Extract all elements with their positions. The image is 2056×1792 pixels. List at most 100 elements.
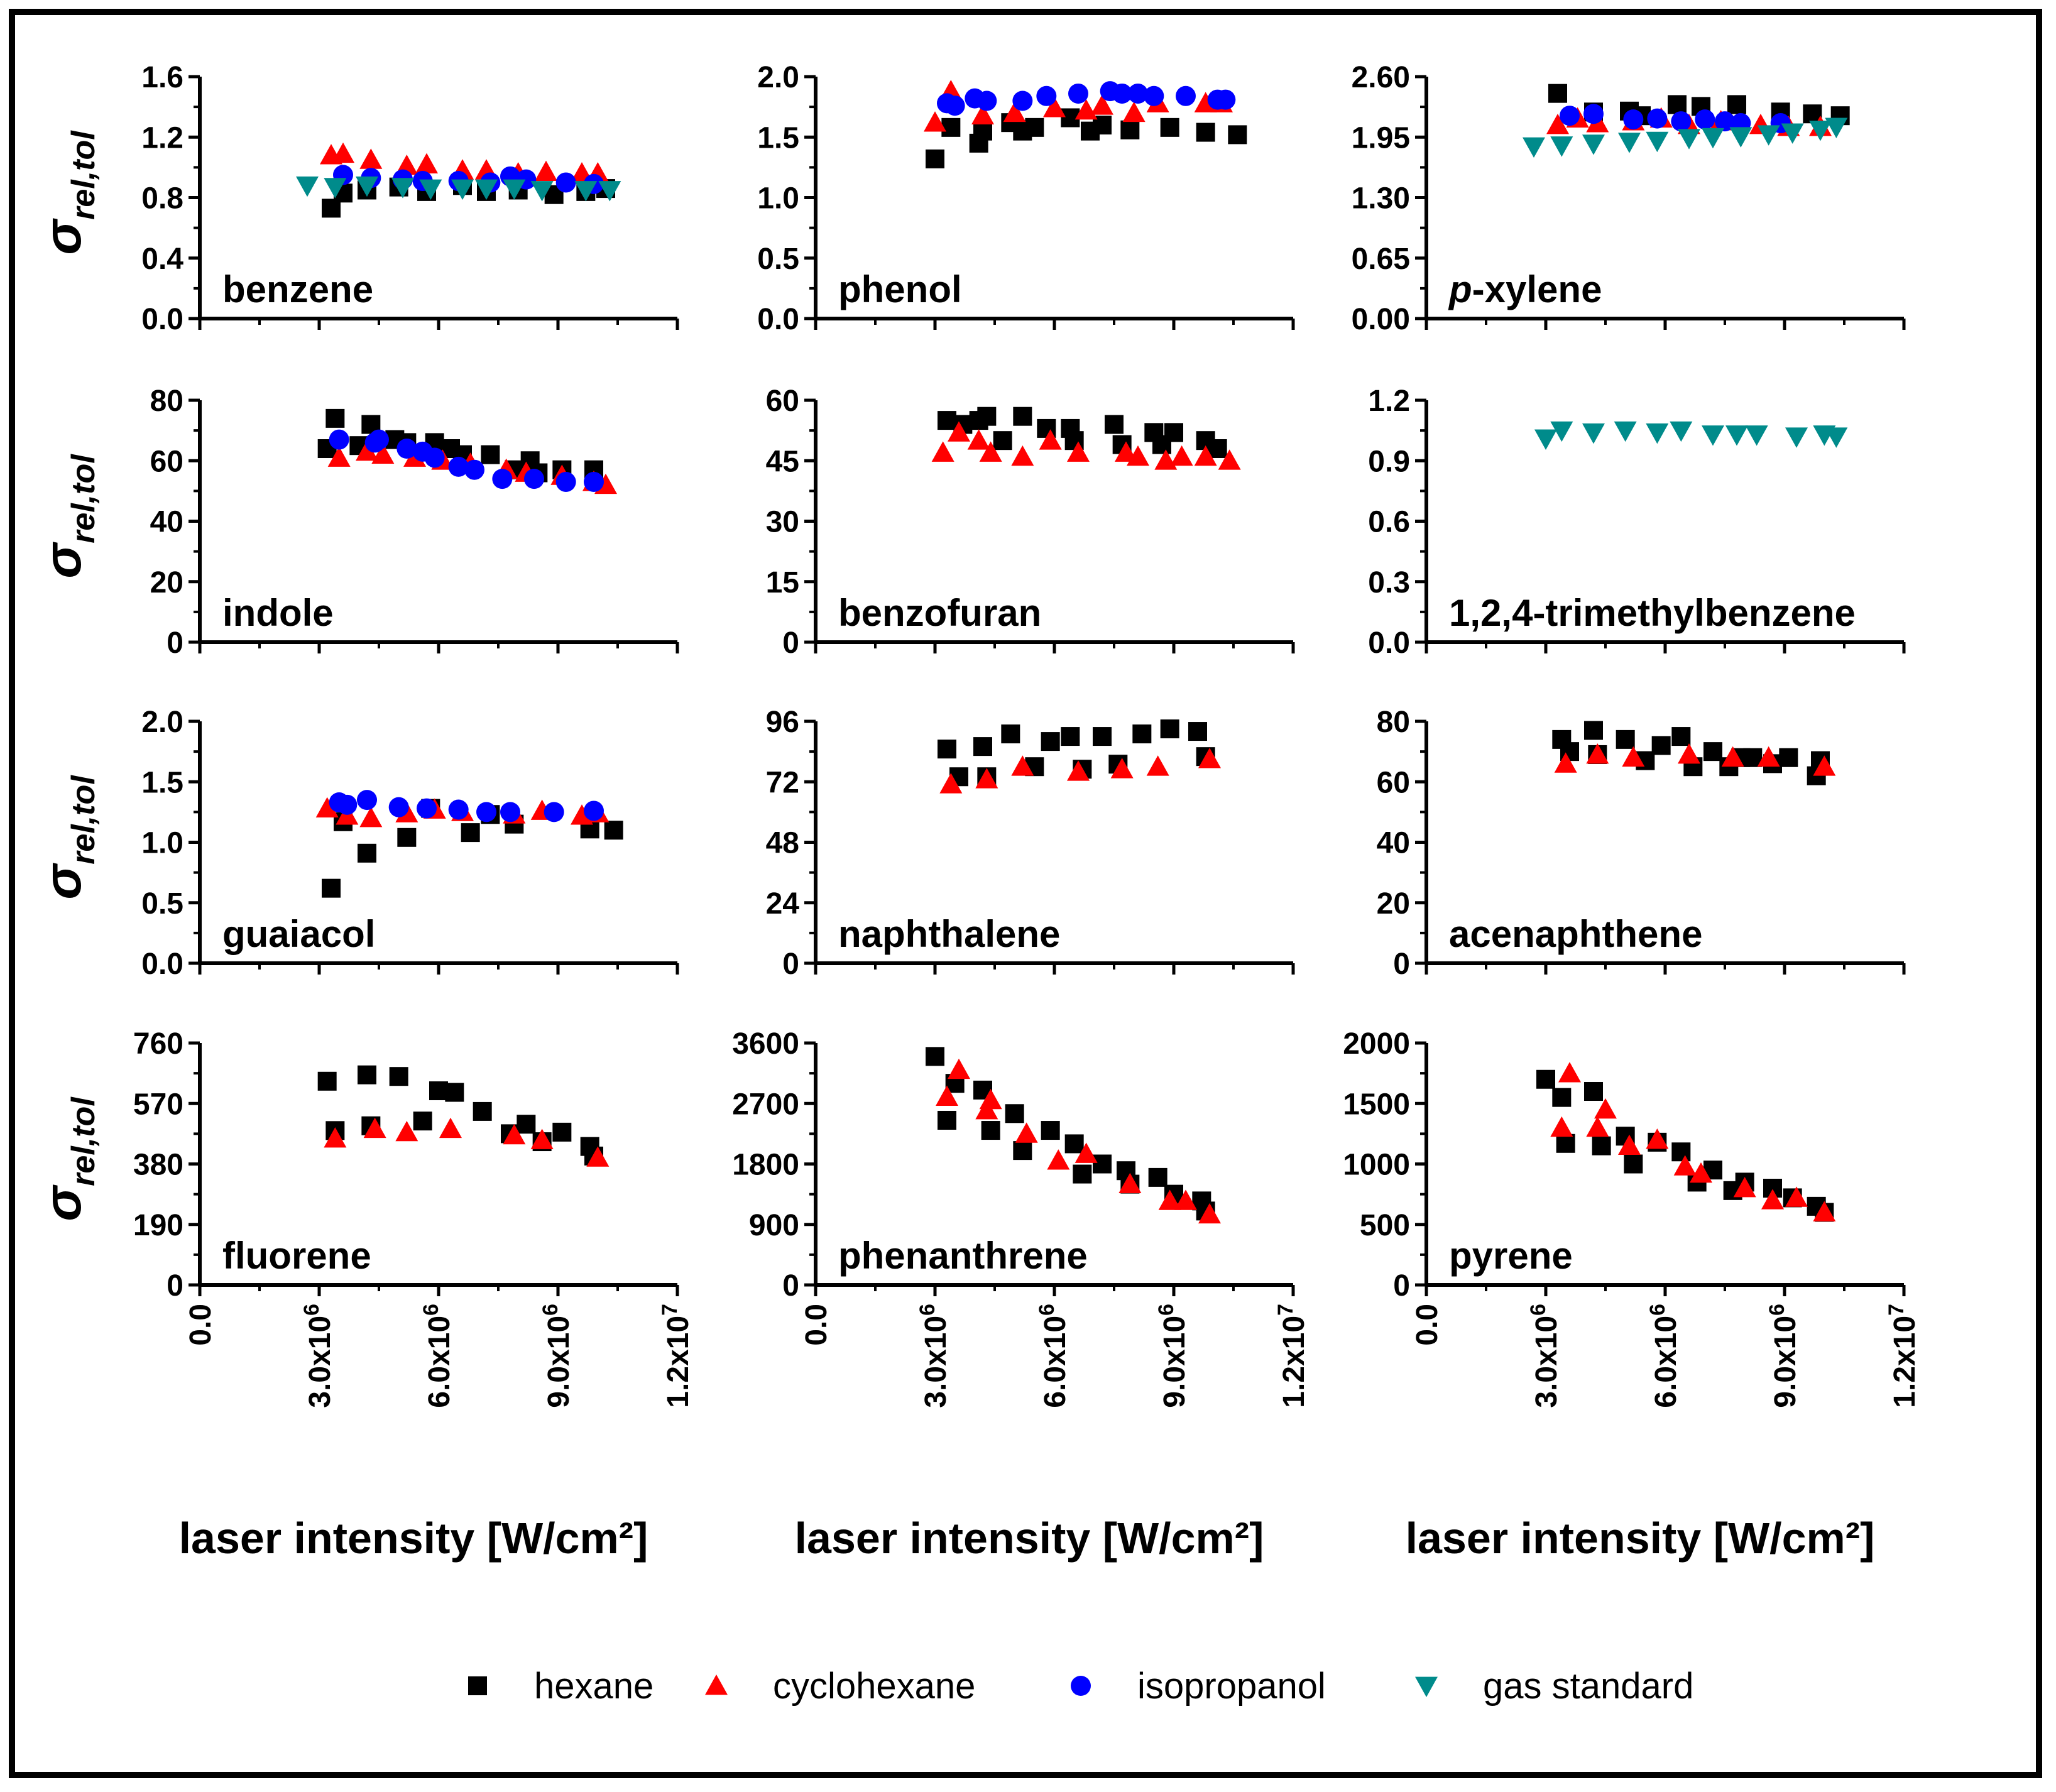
data-point-gas-standard — [1702, 425, 1724, 446]
y-tick-label: 15 — [766, 566, 799, 599]
data-point-gas-standard — [574, 181, 598, 202]
data-point-cyclohexane — [1015, 1122, 1038, 1143]
y-axis-title-symbol: σ — [33, 218, 92, 255]
data-point-cyclohexane — [503, 1123, 526, 1145]
y-tick-label: 1.0 — [141, 827, 183, 860]
data-point-cyclohexane — [1011, 755, 1034, 776]
data-point-gas-standard — [1618, 133, 1641, 153]
data-point-isopropanol — [448, 456, 469, 477]
y-axis-title-symbol: σ — [33, 863, 92, 900]
y-tick-label: 1.6 — [141, 61, 183, 94]
data-point-cyclohexane — [535, 160, 557, 181]
data-point-cyclohexane — [356, 440, 378, 461]
x-axis-title: laser intensity [W/cm²] — [179, 1514, 648, 1563]
data-point-cyclohexane — [1586, 743, 1609, 764]
data-point-cyclohexane — [415, 153, 438, 173]
data-point-hexane — [1584, 721, 1603, 740]
y-tick-label: 0.9 — [1368, 445, 1410, 478]
data-point-cyclohexane — [1170, 445, 1193, 466]
x-tick-exponent: 6 — [916, 1304, 939, 1316]
data-point-hexane — [1548, 84, 1567, 103]
y-tick-label: 1.2 — [141, 121, 183, 155]
data-point-cyclohexane — [1043, 97, 1066, 117]
panel-acenaphthene: 0 20 40 60 80 acenaphthene — [1377, 706, 1906, 981]
data-point-cyclohexane — [1039, 429, 1062, 450]
x-tick-label: 1.2x107 — [658, 1304, 695, 1408]
data-point-cyclohexane — [948, 421, 970, 442]
data-point-hexane — [1148, 1167, 1167, 1187]
y-tick-label: 1.30 — [1352, 182, 1410, 216]
y-tick-label: 0 — [782, 626, 799, 660]
data-point-cyclohexane — [1678, 743, 1700, 764]
data-point-hexane — [322, 878, 341, 898]
x-tick-label: 0.0 — [800, 1304, 833, 1346]
x-tick-exponent: 6 — [1646, 1304, 1670, 1316]
data-point-isopropanol — [1068, 83, 1088, 104]
legend-item-cyclohexane: cyclohexane — [705, 1666, 975, 1707]
data-point-hexane — [1188, 722, 1207, 741]
data-point-hexane — [1025, 117, 1044, 137]
data-point-cyclohexane — [1146, 755, 1169, 776]
data-point-cyclohexane — [359, 807, 383, 828]
data-point-isopropanol — [1671, 111, 1692, 132]
data-point-cyclohexane — [1074, 1142, 1098, 1163]
data-point-isopropanol — [337, 794, 358, 815]
data-point-hexane — [1005, 1104, 1024, 1123]
y-axis-title-symbol: σ — [33, 542, 92, 579]
y-tick-label: 1.5 — [141, 766, 183, 799]
data-point-hexane — [977, 407, 997, 426]
data-point-gas-standard — [1534, 429, 1557, 450]
data-point-hexane — [1196, 123, 1215, 142]
data-point-cyclohexane — [1115, 441, 1137, 462]
data-point-cyclohexane — [1110, 758, 1134, 779]
y-tick-label: 60 — [150, 445, 183, 478]
y-tick-label: 0 — [782, 1269, 799, 1303]
data-point-isopropanol — [417, 798, 437, 819]
y-tick-label: 0.65 — [1352, 243, 1410, 276]
legend-marker-triangle-up — [705, 1675, 728, 1695]
data-point-cyclohexane — [936, 1085, 958, 1106]
data-point-gas-standard — [1785, 427, 1808, 448]
data-point-hexane — [926, 1047, 944, 1066]
data-point-isopropanol — [329, 429, 349, 450]
y-tick-label: 0.0 — [141, 948, 183, 981]
x-axis-title: laser intensity [W/cm²] — [1406, 1514, 1875, 1563]
y-tick-label: 60 — [1377, 766, 1410, 799]
data-point-gas-standard — [324, 178, 347, 199]
panel-phenanthrene: 0 900 1800 2700 3600 phenanthrene — [732, 1027, 1295, 1303]
x-tick-mantissa: 9.0x10 — [542, 1316, 576, 1408]
data-point-hexane — [389, 1067, 408, 1086]
x-tick-label: 0.0 — [184, 1304, 217, 1346]
panel-phenol: 0.0 0.5 1.0 1.5 2.0 phenol — [757, 61, 1295, 336]
panel-label-italic: p — [1448, 268, 1472, 310]
x-tick-mantissa: 1.2x10 — [1277, 1316, 1311, 1408]
data-point-gas-standard — [1781, 123, 1804, 144]
y-tick-label: 0 — [782, 948, 799, 981]
data-point-cyclohexane — [359, 148, 383, 169]
data-point-isopropanol — [1647, 108, 1668, 129]
y-tick-label: 2.60 — [1352, 61, 1410, 94]
data-point-isopropanol — [448, 799, 469, 820]
panel-label: guaiacol — [222, 913, 375, 955]
data-point-isopropanol — [424, 447, 445, 468]
data-point-hexane — [1013, 1141, 1032, 1161]
panel-label: benzofuran — [838, 592, 1041, 634]
data-point-gas-standard — [530, 181, 554, 202]
y-tick-label: 20 — [1377, 887, 1410, 921]
data-point-gas-standard — [1523, 137, 1545, 158]
data-point-hexane — [1041, 732, 1060, 751]
data-point-isopropanol — [1036, 85, 1057, 106]
y-tick-label: 0.0 — [1368, 626, 1410, 660]
data-point-hexane — [1584, 1082, 1603, 1101]
y-tick-label: 190 — [133, 1209, 183, 1242]
panel-indole: 0 20 40 60 80 indole — [150, 385, 679, 660]
data-point-cyclohexane — [1622, 746, 1645, 767]
data-point-hexane — [1668, 95, 1687, 114]
y-axis-title-subscript: rel,tol — [65, 130, 102, 220]
y-tick-label: 2.0 — [757, 61, 799, 94]
data-point-cyclohexane — [1761, 1189, 1784, 1210]
data-point-gas-standard — [1729, 127, 1753, 148]
y-axis-title: σrel,tol — [33, 775, 102, 900]
x-tick-label: 0.0 — [1411, 1304, 1444, 1346]
data-point-gas-standard — [1809, 121, 1832, 141]
